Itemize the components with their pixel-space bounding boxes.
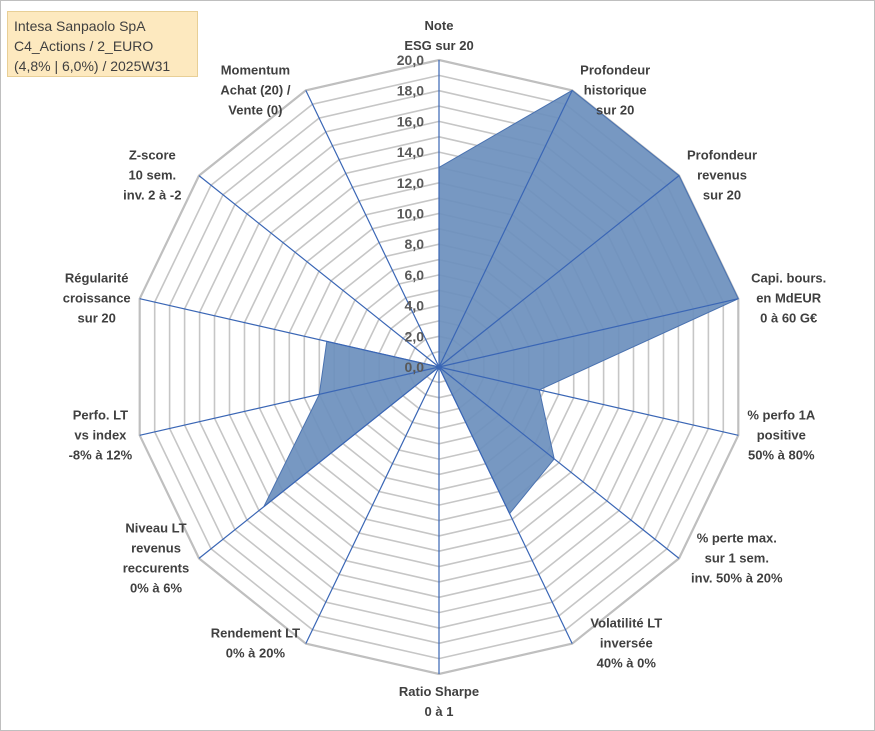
axis-spoke [438, 366, 680, 559]
title-box: Intesa Sanpaolo SpA C4_Actions / 2_EURO … [7, 11, 198, 77]
axis-label-line: sur 1 sem. [705, 550, 769, 565]
axis-label-line: inversée [600, 636, 653, 651]
axis-label: Profondeur historique sur 20 [580, 62, 650, 117]
radial-tick-label: 10,0 [397, 206, 424, 222]
axis-label: Momentum Achat (20) / Vente (0) [220, 62, 290, 117]
radial-tick-label: 6,0 [405, 267, 425, 283]
axis-label-line: reccurents [123, 560, 189, 575]
axis-label: Niveau LT revenus reccurents 0% à 6% [123, 520, 189, 595]
axis-label-line: Profondeur [580, 62, 650, 77]
axis-label-line: inv. 2 à -2 [123, 188, 181, 203]
axis-spoke [438, 90, 573, 368]
axis-label-line: Niveau LT [125, 520, 186, 535]
axis-spoke [438, 366, 739, 436]
axis-spoke [305, 366, 440, 644]
axis-label-line: 0 à 60 G€ [760, 311, 817, 326]
axis-spoke [198, 175, 440, 368]
axis-label-line: sur 20 [78, 311, 116, 326]
axis-label-line: Note [425, 18, 454, 33]
axis-label-line: 0 à 1 [425, 704, 454, 719]
title-line-period: (4,8% | 6,0%) / 2025W31 [14, 58, 171, 74]
axis-label-line: Ratio Sharpe [399, 684, 479, 699]
radial-tick-label: 16,0 [397, 113, 424, 129]
axis-spoke [198, 366, 440, 559]
axis-label: Z-score 10 sem. inv. 2 à -2 [123, 148, 181, 203]
axis-label-line: 10 sem. [128, 168, 176, 183]
axis-label-line: 0% à 20% [226, 646, 286, 661]
axis-spoke [438, 175, 680, 368]
axis-label-line: vs index [74, 427, 127, 442]
axis-label-line: 50% à 80% [748, 447, 815, 462]
axis-label-line: 40% à 0% [597, 656, 657, 671]
axis-label-line: sur 20 [596, 102, 634, 117]
axis-spoke [438, 298, 739, 368]
radial-tick-label: 14,0 [397, 144, 424, 160]
axis-label: Volatilité LT inversée 40% à 0% [590, 616, 662, 671]
axis-label-line: en MdEUR [756, 291, 822, 306]
axis-label: % perte max. sur 1 sem. inv. 50% à 20% [691, 530, 783, 585]
axis-label: Rendement LT 0% à 20% [211, 626, 300, 661]
axis-label-line: historique [584, 82, 647, 97]
axis-label-line: inv. 50% à 20% [691, 570, 783, 585]
axis-labels: Note ESG sur 20 Profondeur historique sur 20… [63, 18, 827, 719]
axis-label-line: Capi. bours. [751, 271, 826, 286]
axis-label: Profondeur revenus sur 20 [687, 148, 757, 203]
axis-spoke [139, 366, 440, 436]
axis-spoke [305, 90, 440, 368]
radial-tick-label: 8,0 [405, 236, 425, 252]
radial-tick-label: 18,0 [397, 83, 424, 99]
radial-tick-label: 12,0 [397, 175, 424, 191]
axis-label-line: ESG sur 20 [404, 38, 473, 53]
axis-label-line: -8% à 12% [69, 447, 133, 462]
axis-spoke [438, 366, 573, 644]
title-line-category: C4_Actions / 2_EURO [14, 38, 154, 54]
radial-tick-label: 0,0 [405, 359, 425, 375]
axis-label: Perfo. LT vs index -8% à 12% [69, 407, 133, 462]
axis-label-line: Perfo. LT [73, 407, 128, 422]
radar-spokes [139, 60, 739, 674]
axis-label-line: Z-score [129, 148, 176, 163]
axis-label-line: % perfo 1A [747, 407, 816, 422]
axis-label-line: 0% à 6% [130, 580, 182, 595]
axis-label-line: croissance [63, 291, 131, 306]
axis-label: Régularité croissance sur 20 [63, 271, 131, 326]
axis-label-line: Achat (20) / [220, 82, 290, 97]
axis-label-line: Profondeur [687, 148, 757, 163]
axis-label-line: Régularité [65, 271, 129, 286]
axis-label: % perfo 1A positive 50% à 80% [747, 407, 816, 462]
axis-label-line: Momentum [221, 62, 290, 77]
axis-label-line: revenus [131, 540, 181, 555]
axis-label: Capi. bours. en MdEUR 0 à 60 G€ [751, 271, 826, 326]
axis-label-line: Volatilité LT [590, 616, 662, 631]
axis-label-line: revenus [697, 168, 747, 183]
axis-label: Note ESG sur 20 [404, 18, 473, 53]
axis-label-line: Rendement LT [211, 626, 300, 641]
radial-tick-labels: 0,0 2,0 4,0 6,0 8,0 10,0 12,0 14,0 16,0 18,0 20,0 [397, 52, 424, 375]
radial-tick-label: 2,0 [405, 328, 425, 344]
radial-tick-label: 20,0 [397, 52, 424, 68]
axis-label: Ratio Sharpe 0 à 1 [399, 684, 479, 719]
radial-tick-label: 4,0 [405, 298, 425, 314]
axis-label-line: % perte max. [697, 530, 777, 545]
axis-label-line: positive [757, 427, 806, 442]
axis-spoke [139, 298, 440, 368]
title-line-company: Intesa Sanpaolo SpA [14, 18, 146, 34]
axis-label-line: sur 20 [703, 188, 741, 203]
axis-label-line: Vente (0) [228, 102, 282, 117]
